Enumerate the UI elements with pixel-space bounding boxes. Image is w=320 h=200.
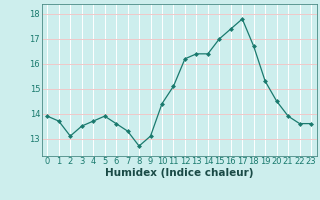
X-axis label: Humidex (Indice chaleur): Humidex (Indice chaleur)	[105, 168, 253, 178]
